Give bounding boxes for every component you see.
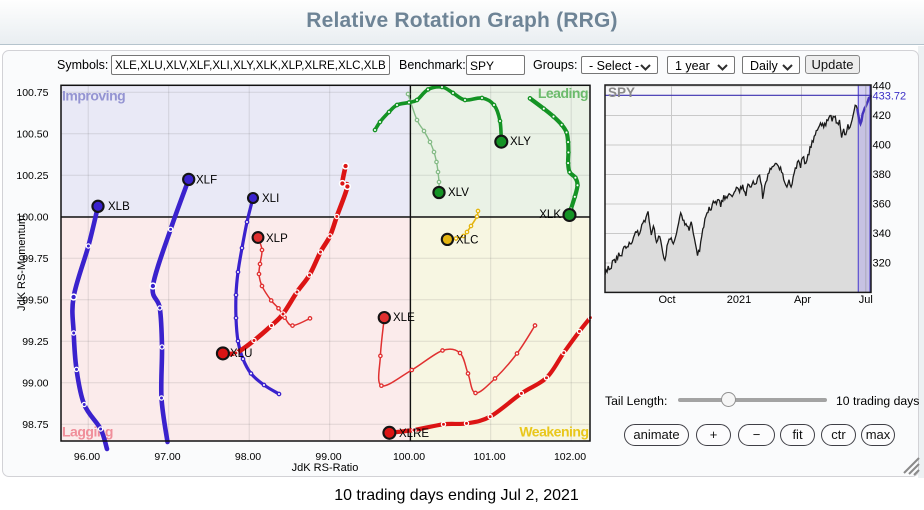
svg-text:XLI: XLI — [262, 193, 279, 205]
svg-text:380: 380 — [873, 169, 891, 181]
svg-text:440: 440 — [873, 81, 891, 93]
svg-text:100.00: 100.00 — [393, 451, 425, 463]
svg-text:340: 340 — [873, 228, 891, 240]
svg-text:XLRE: XLRE — [399, 428, 429, 440]
svg-text:XLV: XLV — [448, 187, 469, 199]
svg-text:XLE: XLE — [393, 312, 415, 324]
svg-text:99.00: 99.00 — [22, 377, 48, 389]
svg-text:99.50: 99.50 — [22, 294, 48, 306]
svg-text:XLY: XLY — [510, 136, 531, 148]
svg-text:400: 400 — [873, 140, 891, 152]
svg-text:96.00: 96.00 — [74, 451, 100, 463]
svg-text:Jul: Jul — [859, 294, 873, 306]
svg-text:100.75: 100.75 — [16, 87, 48, 99]
svg-text:360: 360 — [873, 199, 891, 211]
svg-text:Weakening: Weakening — [519, 423, 588, 439]
svg-text:100.50: 100.50 — [16, 128, 48, 140]
svg-text:433.72: 433.72 — [873, 90, 907, 102]
svg-text:Oct: Oct — [658, 294, 675, 306]
svg-text:100.25: 100.25 — [16, 170, 48, 182]
svg-text:JdK RS-Momentum: JdK RS-Momentum — [16, 215, 28, 311]
svg-text:XLF: XLF — [196, 175, 217, 187]
svg-text:98.00: 98.00 — [235, 451, 261, 463]
svg-text:XLC: XLC — [456, 235, 478, 247]
svg-text:XLB: XLB — [108, 201, 130, 213]
svg-text:Apr: Apr — [794, 294, 811, 306]
svg-text:320: 320 — [873, 258, 891, 270]
svg-text:99.75: 99.75 — [22, 253, 48, 265]
svg-text:Leading: Leading — [538, 85, 588, 101]
svg-text:420: 420 — [873, 110, 891, 122]
svg-text:XLP: XLP — [266, 233, 288, 245]
svg-text:Improving: Improving — [62, 88, 125, 104]
svg-text:XLU: XLU — [230, 348, 252, 360]
svg-text:100.00: 100.00 — [16, 211, 48, 223]
svg-text:JdK RS-Ratio: JdK RS-Ratio — [292, 462, 359, 474]
svg-text:2021: 2021 — [727, 294, 751, 306]
svg-text:98.75: 98.75 — [22, 419, 48, 431]
svg-text:99.00: 99.00 — [315, 451, 341, 463]
svg-text:102.00: 102.00 — [554, 451, 586, 463]
svg-text:99.25: 99.25 — [22, 336, 48, 348]
svg-text:XLK: XLK — [539, 209, 561, 221]
svg-text:97.00: 97.00 — [154, 451, 180, 463]
svg-text:101.00: 101.00 — [473, 451, 505, 463]
svg-text:SPY: SPY — [608, 85, 635, 100]
